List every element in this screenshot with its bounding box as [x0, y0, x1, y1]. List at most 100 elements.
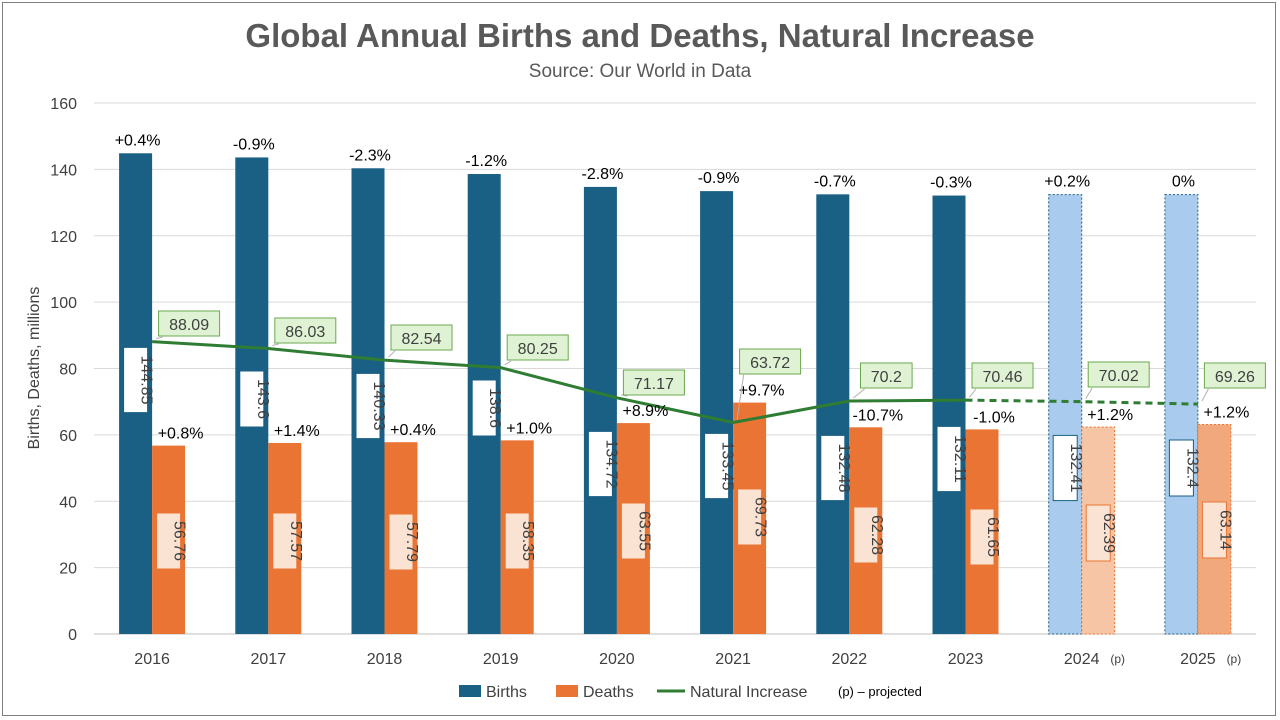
- natural-increase-leader: [504, 360, 512, 366]
- births-value-box: [1052, 434, 1078, 502]
- natural-increase-leader: [1201, 388, 1209, 402]
- births-change-label: +0.4%: [115, 132, 161, 149]
- y-tick-label: 60: [59, 428, 77, 445]
- deaths-change-label: +1.2%: [1203, 404, 1249, 421]
- deaths-value-label: 63.14: [1216, 510, 1233, 550]
- x-tick-label: 2023: [948, 651, 984, 668]
- legend-deaths-label: Deaths: [583, 684, 634, 701]
- chart-subtitle: Source: Our World in Data: [529, 61, 752, 82]
- births-change-label: -1.2%: [465, 153, 507, 170]
- legend-projected-note: (p) – projected: [838, 684, 922, 699]
- deaths-value-box: [853, 506, 879, 564]
- births-value-label: 143.6: [254, 379, 271, 419]
- natural-increase-value-box: [158, 310, 221, 337]
- births-value-label: 132.48: [835, 444, 852, 493]
- natural-increase-leader: [1085, 387, 1093, 399]
- natural-increase-value-label: 86.03: [285, 324, 325, 341]
- births-value-label: 132.4: [1183, 448, 1200, 488]
- x-tick-label: 2022: [832, 651, 868, 668]
- deaths-value-box: [969, 508, 995, 566]
- natural-increase-value-box: [1087, 361, 1150, 388]
- natural-increase-leader: [155, 336, 163, 340]
- births-change-label: 0%: [1172, 174, 1195, 191]
- births-change-label: -2.3%: [349, 147, 391, 164]
- deaths-value-label: 63.55: [635, 511, 652, 551]
- deaths-value-box: [737, 488, 763, 546]
- natural-increase-value-label: 80.25: [518, 341, 558, 358]
- natural-increase-value-label: 82.54: [401, 331, 441, 348]
- y-axis-ticks: 0 20 40 60 80 100 120 140 160: [50, 96, 77, 644]
- deaths-change-label: +1.2%: [1087, 407, 1133, 424]
- y-tick-label: 160: [50, 96, 77, 113]
- y-tick-label: 20: [59, 561, 77, 578]
- y-tick-label: 120: [50, 229, 77, 246]
- x-tick-label: 2021: [715, 651, 751, 668]
- births-bar: [1048, 194, 1083, 635]
- data-labels-group: +0.4% +0.8% 144.85 56.76 88.09 -0.9% +1.4%143.…: [115, 132, 1266, 571]
- y-axis-label: Births, Deaths, millions: [26, 287, 43, 450]
- births-value-box: [355, 372, 381, 440]
- natural-increase-value-box: [274, 317, 337, 344]
- deaths-value-label: 56.76: [171, 521, 188, 561]
- deaths-change-label: +8.9%: [622, 403, 668, 420]
- x-axis-ticks: 2016 2017 2018 2019 2020 2021 2022 2023 2024 (p) 2…: [134, 651, 1241, 668]
- births-value-box: [1168, 439, 1194, 497]
- births-bar: [1164, 194, 1199, 635]
- y-tick-label: 80: [59, 362, 77, 379]
- deaths-value-box: [1201, 501, 1227, 559]
- natural-increase-value-box: [506, 334, 569, 361]
- births-value-label: 140.33: [370, 382, 387, 431]
- natural-increase-value-label: 70.46: [982, 369, 1022, 386]
- births-change-label: -2.8%: [582, 166, 624, 183]
- natural-increase-line: [152, 340, 966, 425]
- deaths-value-label: 61.65: [984, 517, 1001, 557]
- natural-increase-value-box: [1203, 362, 1266, 389]
- deaths-value-label: 57.79: [403, 522, 420, 562]
- deaths-value-box: [272, 512, 298, 570]
- births-value-label: 132.11: [951, 435, 968, 483]
- natural-increase-value-box: [622, 369, 685, 396]
- births-bar: [932, 195, 966, 634]
- deaths-change-label: +1.0%: [506, 420, 552, 437]
- deaths-value-label: 62.28: [868, 515, 885, 555]
- births-value-label: 132.41: [1067, 444, 1084, 493]
- births-bar: [583, 186, 617, 634]
- births-value-label: 134.72: [602, 440, 619, 489]
- y-tick-label: 140: [50, 162, 77, 179]
- births-change-label: -0.7%: [814, 173, 856, 190]
- x-tick-label: 2018: [367, 651, 403, 668]
- projected-suffix: (p): [1227, 652, 1242, 666]
- natural-increase-value-label: 70.2: [871, 369, 902, 386]
- natural-increase-value-label: 88.09: [169, 317, 209, 334]
- legend-natural-increase-label: Natural Increase: [690, 684, 807, 701]
- natural-increase-value-box: [971, 362, 1034, 389]
- births-value-label: 133.45: [719, 442, 736, 491]
- births-value-box: [471, 379, 497, 437]
- births-bar: [700, 191, 734, 635]
- natural-increase-value-label: 69.26: [1215, 369, 1255, 386]
- births-change-label: -0.3%: [930, 175, 972, 192]
- legend-deaths-swatch: [556, 685, 578, 697]
- x-tick-label: 2025: [1180, 651, 1216, 668]
- natural-increase-leader: [736, 374, 745, 420]
- deaths-change-label: +9.7%: [739, 383, 785, 400]
- x-tick-label: 2020: [599, 651, 635, 668]
- x-tick-label: 2016: [134, 651, 170, 668]
- natural-increase-leader: [272, 343, 279, 346]
- deaths-value-box: [1085, 504, 1111, 562]
- deaths-value-label: 57.57: [287, 521, 304, 561]
- natural-increase-line-projected: [965, 398, 1198, 406]
- births-value-label: 144.85: [138, 356, 155, 405]
- births-change-label: -0.9%: [698, 170, 740, 187]
- y-tick-label: 40: [59, 494, 77, 511]
- x-tick-label: 2019: [483, 651, 519, 668]
- births-value-box: [123, 346, 149, 414]
- births-value-box: [820, 434, 846, 502]
- deaths-value-label: 69.73: [752, 497, 769, 537]
- deaths-change-label: +0.8%: [158, 426, 204, 443]
- natural-increase-value-box: [739, 348, 802, 375]
- deaths-change-label: -1.0%: [973, 409, 1015, 426]
- x-tick-label: 2024: [1064, 651, 1100, 668]
- deaths-value-box: [388, 513, 414, 571]
